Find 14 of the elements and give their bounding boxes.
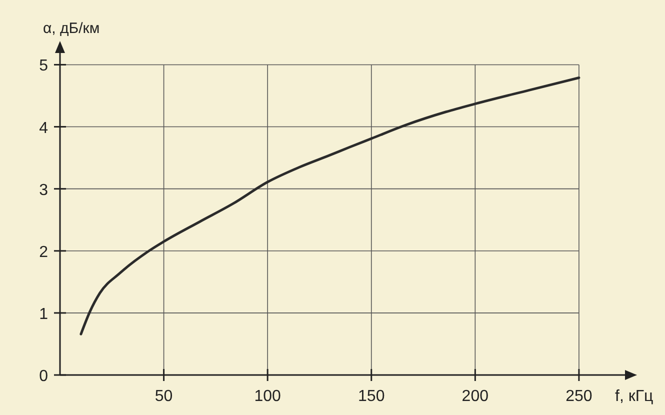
y-tick-label: 0 (39, 368, 48, 385)
x-tick-label: 150 (358, 388, 385, 405)
x-tick-label: 200 (462, 388, 489, 405)
x-axis-title: f, кГц (615, 388, 654, 405)
y-tick-label: 1 (39, 306, 48, 323)
x-tick-label: 50 (154, 388, 173, 405)
y-tick-label: 3 (39, 182, 48, 199)
x-tick-label: 250 (566, 388, 592, 405)
y-tick-label: 2 (39, 244, 48, 261)
line-series (80, 76, 580, 336)
y-tick-label: 5 (39, 58, 48, 75)
y-tick-label: 4 (39, 120, 48, 137)
y-axis-title: α, дБ/км (43, 20, 100, 37)
x-tick-label: 100 (254, 388, 282, 405)
